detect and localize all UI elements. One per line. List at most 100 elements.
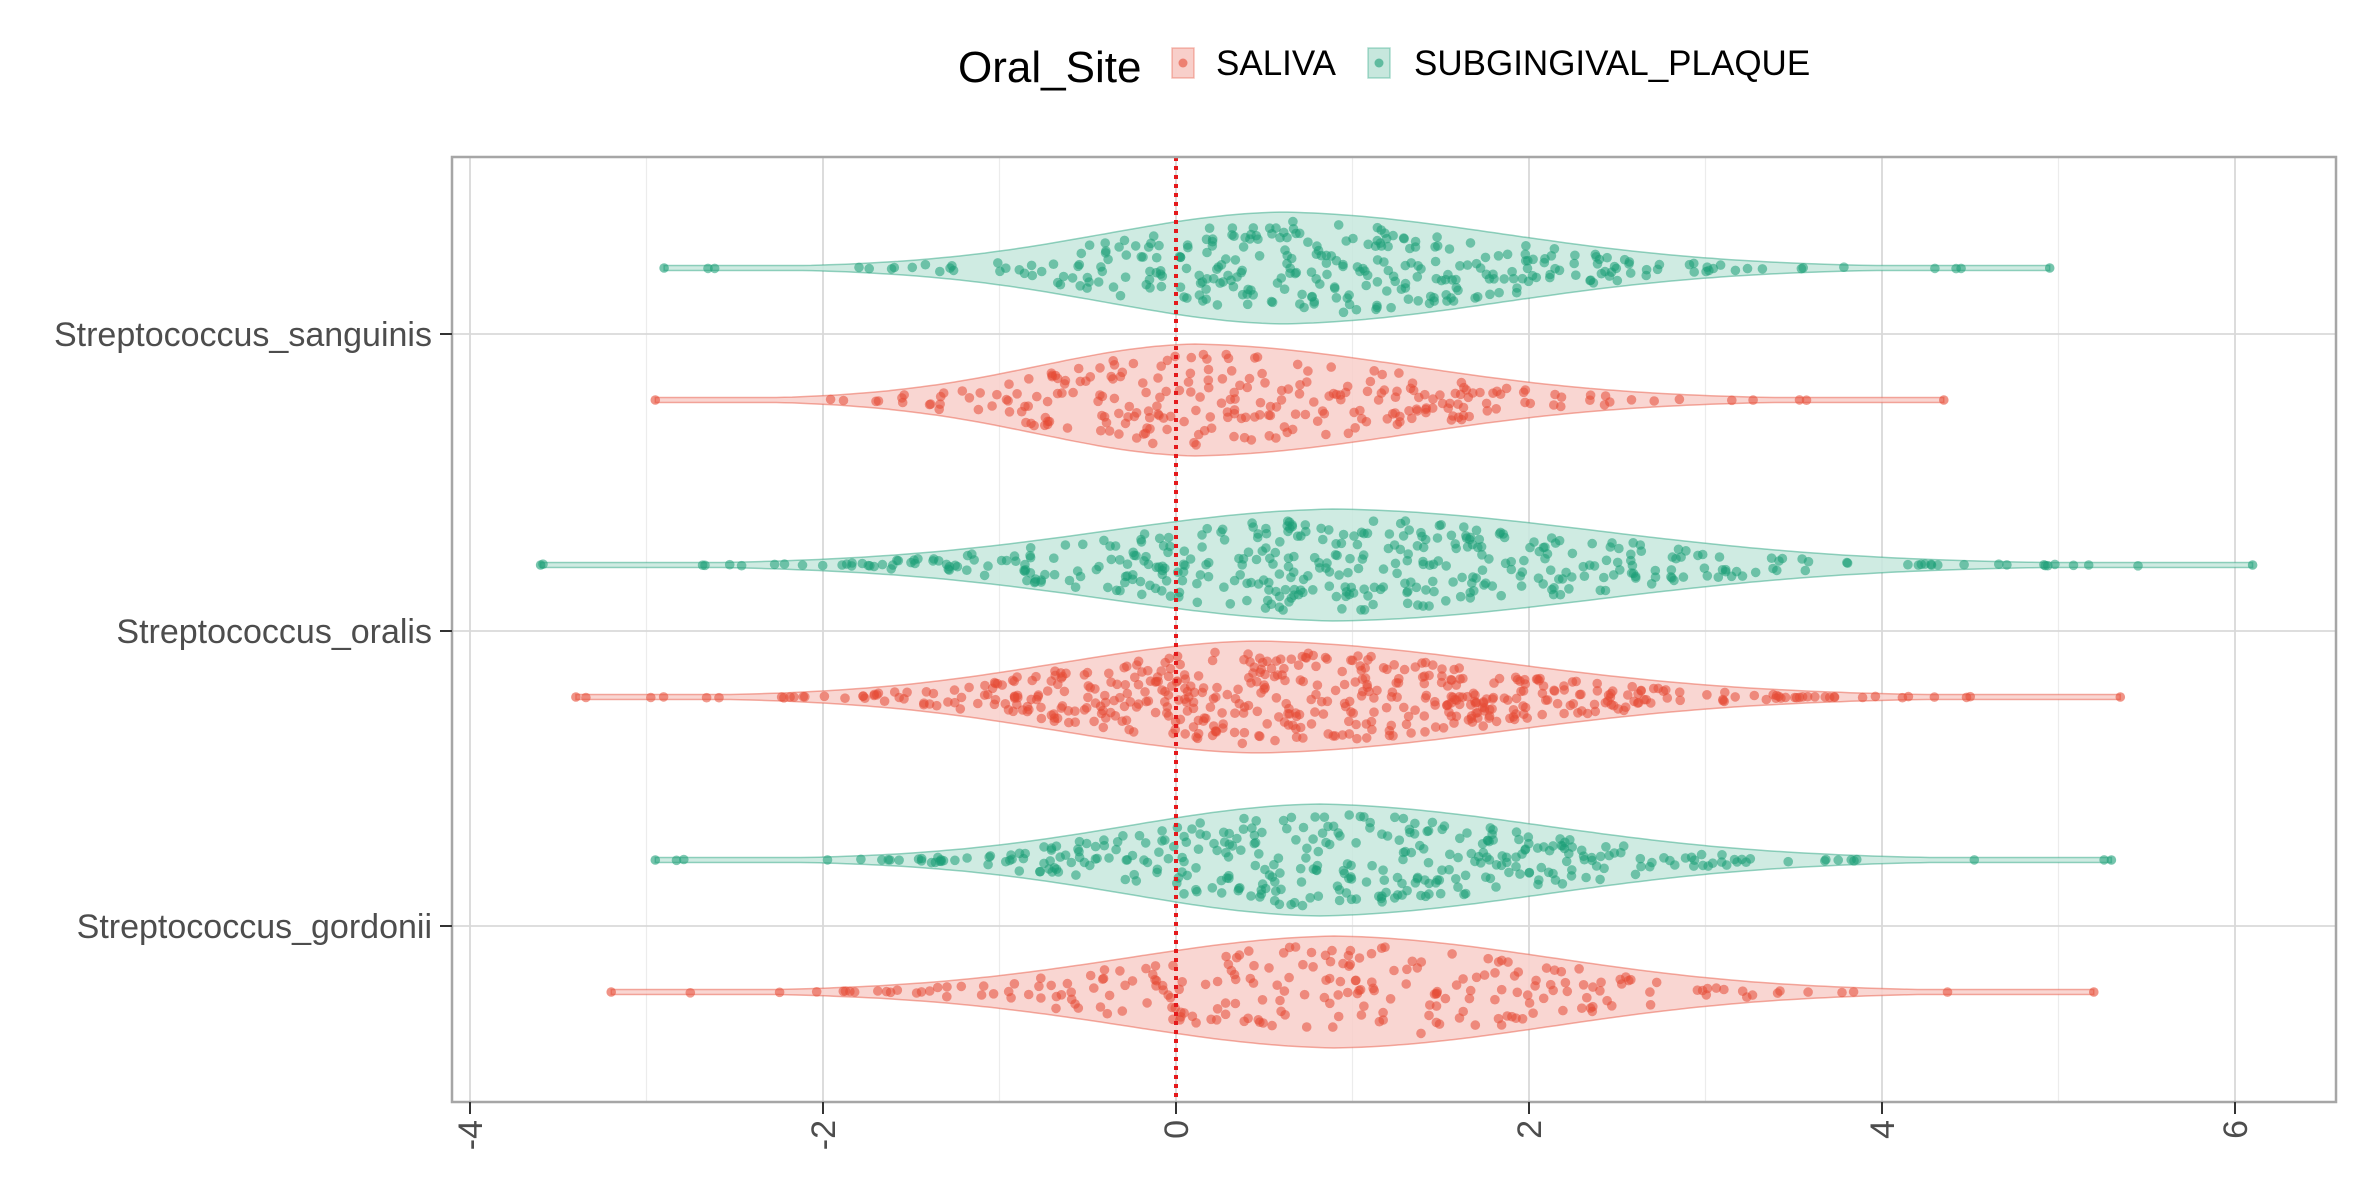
data-point	[1218, 277, 1228, 287]
data-point	[856, 854, 866, 865]
data-point	[1302, 843, 1312, 854]
data-point	[1249, 960, 1259, 971]
data-point	[1455, 591, 1466, 602]
data-point	[1309, 552, 1320, 563]
data-point	[1322, 558, 1332, 568]
data-point	[1462, 260, 1473, 270]
data-point	[1255, 397, 1266, 408]
data-point	[1354, 985, 1364, 996]
data-point	[1059, 686, 1070, 697]
data-point	[685, 988, 696, 998]
data-point	[1096, 708, 1107, 719]
data-point	[1155, 392, 1165, 403]
data-point	[1333, 220, 1344, 230]
data-point	[1601, 555, 1612, 566]
data-point	[1692, 985, 1703, 995]
data-point	[1645, 1000, 1656, 1010]
data-point	[1343, 567, 1353, 578]
data-point	[1120, 874, 1131, 885]
data-point	[1464, 993, 1475, 1004]
data-point	[1309, 299, 1319, 309]
data-point	[892, 985, 903, 995]
data-point	[1803, 556, 1814, 567]
data-point	[938, 388, 949, 398]
data-point	[913, 854, 924, 864]
data-point	[1512, 987, 1523, 998]
data-point	[1257, 827, 1267, 838]
data-point	[1579, 571, 1590, 581]
data-point	[1714, 552, 1725, 562]
data-point	[1220, 998, 1231, 1008]
data-point	[1383, 241, 1393, 252]
data-point	[1195, 829, 1205, 839]
data-point	[1217, 708, 1227, 718]
data-point	[1484, 704, 1495, 715]
data-point	[1292, 531, 1303, 541]
data-point	[1134, 830, 1145, 841]
data-point	[1246, 435, 1257, 445]
data-point	[1369, 707, 1379, 717]
data-point	[935, 856, 945, 866]
data-point	[1406, 728, 1416, 738]
data-point	[1903, 559, 1913, 570]
data-point	[1386, 302, 1396, 313]
data-point	[1410, 818, 1420, 829]
data-point	[1109, 360, 1120, 370]
data-point	[1119, 701, 1130, 712]
data-point	[1455, 674, 1465, 684]
data-point	[1323, 821, 1333, 832]
data-point	[1115, 585, 1125, 596]
data-point	[1062, 978, 1073, 989]
data-point	[1363, 591, 1373, 601]
data-point	[1142, 423, 1152, 433]
data-point	[1525, 398, 1536, 409]
data-point	[1400, 278, 1411, 289]
data-point	[1678, 572, 1689, 582]
data-point	[916, 987, 927, 997]
data-point	[1218, 827, 1229, 838]
data-point	[1060, 850, 1071, 860]
data-point	[1345, 553, 1355, 564]
data-point	[1188, 722, 1199, 732]
data-point	[1477, 550, 1487, 560]
data-point	[1702, 690, 1712, 700]
data-point	[1493, 1013, 1504, 1024]
data-point	[776, 692, 787, 702]
data-point	[1249, 830, 1260, 841]
data-point	[1178, 567, 1189, 577]
data-point	[1191, 863, 1201, 873]
data-point	[1689, 855, 1700, 865]
data-point	[860, 693, 870, 703]
data-point	[1459, 522, 1469, 532]
data-point	[1266, 599, 1277, 609]
data-point	[581, 692, 591, 703]
data-point	[1577, 1003, 1587, 1013]
data-point	[1157, 565, 1168, 576]
data-point	[1417, 658, 1427, 668]
data-point	[879, 696, 890, 706]
data-point	[1046, 843, 1057, 853]
data-point	[1198, 683, 1209, 693]
data-point	[1292, 359, 1303, 370]
data-point	[1137, 589, 1147, 600]
data-point	[1650, 565, 1661, 576]
data-point	[1249, 412, 1260, 422]
data-point	[1025, 543, 1036, 553]
data-point	[1363, 239, 1373, 250]
data-point	[1296, 877, 1307, 887]
data-point	[1418, 542, 1429, 553]
data-point	[1413, 296, 1423, 306]
data-point	[973, 698, 983, 709]
legend-item-saliva[interactable]: SALIVA	[1171, 44, 1337, 83]
data-point	[1602, 252, 1612, 263]
data-point	[1179, 416, 1189, 427]
data-point	[1200, 979, 1211, 990]
data-point	[1154, 240, 1164, 251]
data-point	[1180, 729, 1190, 739]
data-point	[1203, 364, 1214, 375]
data-point	[1141, 696, 1151, 707]
data-point	[1274, 591, 1285, 602]
data-point	[1029, 420, 1039, 431]
legend-item-subgingival-plaque[interactable]: SUBGINGIVAL_PLAQUE	[1367, 44, 1810, 83]
